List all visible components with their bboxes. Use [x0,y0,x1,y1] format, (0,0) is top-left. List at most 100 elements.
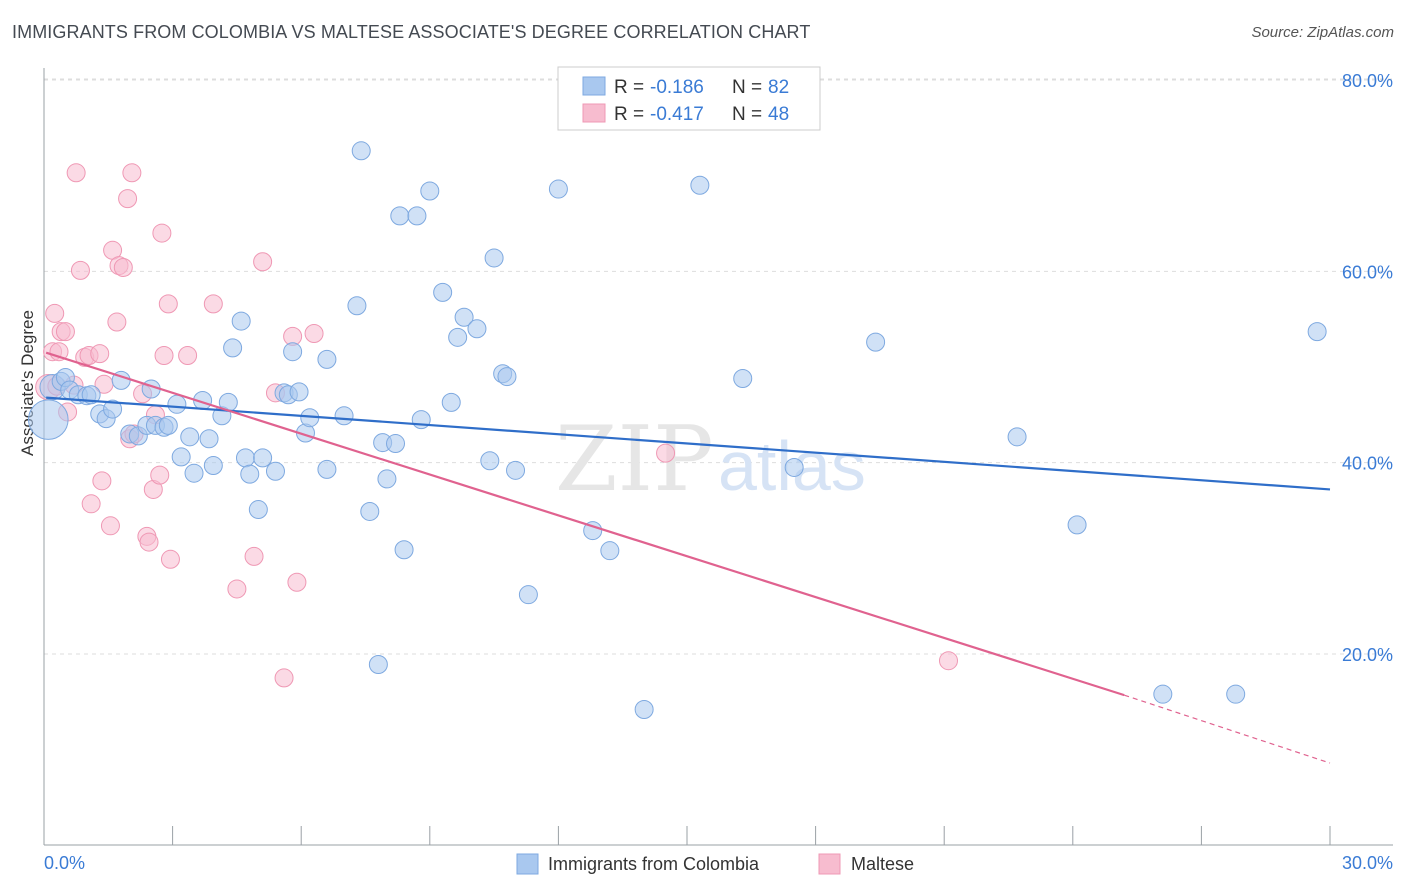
bottom-legend: Immigrants from Colombia Maltese [516,853,914,875]
x-tick-label-min: 0.0% [44,853,85,873]
colombia-point [317,459,337,479]
maltese-point [253,252,273,272]
maltese-point [45,303,65,323]
colombia-trend-line [46,396,1331,491]
chart-title: IMMIGRANTS FROM COLOMBIA VS MALTESE ASSO… [12,22,811,42]
maltese-point [656,443,676,463]
colombia-point [351,141,371,161]
colombia-point [317,349,337,369]
colombia-point [690,175,710,195]
axes [43,68,1393,846]
maltese-point [139,532,159,552]
colombia-point [1307,322,1327,342]
y-tick-label: 40.0% [1342,454,1393,474]
x-ticks [43,826,1331,845]
y-tick-label: 60.0% [1342,262,1393,282]
maltese-point [70,260,90,280]
bottom-legend-pink-swatch [818,853,841,875]
colombia-point [253,448,273,468]
source-label: Source: ZipAtlas.com [1251,24,1394,41]
colombia-point [184,463,204,483]
legend-blue-swatch [582,76,606,96]
maltese-point [203,294,223,314]
colombia-point [480,451,500,471]
colombia-point [103,399,123,419]
maltese-point [178,346,198,366]
maltese-trend-line [45,351,1125,697]
maltese-point [227,579,247,599]
colombia-point [27,399,69,440]
colombia-point [386,434,406,454]
bottom-legend-blue-swatch [516,853,539,875]
colombia-point [283,342,303,362]
y-tick-label: 80.0% [1342,71,1393,91]
colombia-point [441,392,461,412]
maltese-point [304,324,324,344]
colombia-point [235,448,255,468]
colombia-point [360,501,380,521]
maltese-point [92,471,112,491]
maltese-point [287,572,307,592]
colombia-point [583,521,603,541]
colombia-point [497,367,517,387]
maltese-point [274,668,294,688]
colombia-point [81,385,101,405]
gridlines [44,78,1393,655]
legend-box: R = -0.186 N = 82 R = -0.417 N = 48 [557,66,821,131]
colombia-point [1153,684,1173,704]
bottom-legend-blue-label: Immigrants from Colombia [548,854,760,874]
colombia-point [866,332,886,352]
colombia-point [448,327,468,347]
colombia-point [467,319,487,339]
legend-r-label-blue: R = [614,77,644,98]
colombia-point [784,457,804,477]
colombia-point [454,307,474,327]
legend-pink-swatch [582,103,606,123]
legend-r-value-blue: -0.186 [650,77,704,98]
maltese-point [122,163,142,183]
bottom-legend-pink-label: Maltese [851,854,914,874]
legend-r-value-pink: -0.417 [650,104,704,125]
maltese-point [118,189,138,209]
colombia-point [390,206,410,226]
maltese-point [152,223,172,243]
colombia-point [180,427,200,447]
colombia-point [265,461,285,481]
colombia-point [634,699,654,719]
maltese-point [100,516,120,536]
maltese-point [55,322,75,342]
x-tick-label-max: 30.0% [1342,853,1393,873]
maltese-point [938,651,958,671]
colombia-point [1226,684,1246,704]
maltese-point [154,346,174,366]
colombia-point [407,206,427,226]
legend-n-value-blue: 82 [768,77,789,98]
colombia-point [167,394,187,414]
maltese-point [244,546,264,566]
colombia-point [548,179,568,199]
colombia-point [199,429,219,449]
watermark-zip: ZIP [555,407,714,512]
legend-n-value-pink: 48 [768,104,789,125]
maltese-point [113,258,133,278]
maltese-point [160,549,180,569]
colombia-point [484,248,504,268]
colombia-point [518,585,538,605]
colombia-point [600,541,620,561]
trend-lines [45,351,1331,764]
colombia-point [231,311,251,331]
colombia-point [171,447,191,467]
colombia-point [733,368,753,388]
maltese-point [158,294,178,314]
legend-r-label-pink: R = [614,104,644,125]
colombia-point [289,382,309,402]
colombia-point [334,406,354,426]
maltese-trend-extension [1124,694,1331,764]
colombia-point [203,456,223,476]
colombia-point [420,181,440,201]
colombia-point [240,464,260,484]
maltese-point [66,163,86,183]
colombia-point [506,460,526,480]
colombia-point [394,540,414,560]
